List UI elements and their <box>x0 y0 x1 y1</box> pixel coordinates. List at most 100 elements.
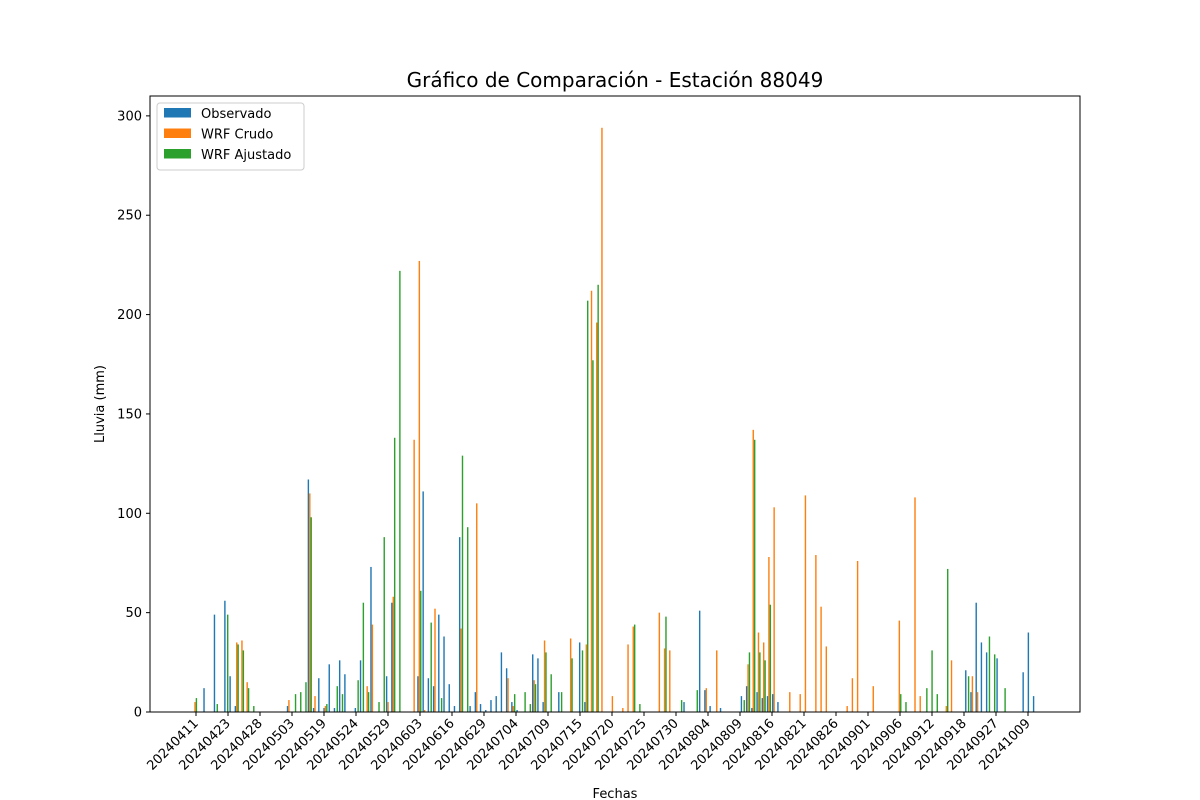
bar <box>931 650 933 712</box>
y-axis-label: Lluvia (mm) <box>93 365 108 443</box>
bar <box>453 706 456 712</box>
bar <box>596 322 598 712</box>
bar <box>558 692 560 712</box>
bar <box>947 568 949 712</box>
bar <box>756 692 758 712</box>
bar <box>323 708 325 712</box>
bar <box>1022 672 1024 712</box>
bar <box>761 698 763 712</box>
bar <box>669 650 671 712</box>
bar <box>799 694 801 712</box>
bar <box>469 706 471 712</box>
bar <box>371 624 374 712</box>
bar <box>195 698 198 712</box>
plot-frame <box>149 95 1081 713</box>
bar <box>846 706 848 712</box>
bar <box>581 650 584 712</box>
legend-label: Observado <box>201 107 272 122</box>
bar <box>227 614 229 712</box>
bar <box>988 636 991 712</box>
bar <box>584 702 586 712</box>
bar <box>241 640 243 712</box>
bar <box>305 682 307 712</box>
bar <box>460 628 462 712</box>
bar <box>507 678 509 712</box>
bar <box>474 692 477 712</box>
bar <box>753 439 756 712</box>
bar <box>430 622 432 712</box>
bar <box>900 694 902 712</box>
bar <box>545 652 547 712</box>
bar <box>996 658 998 712</box>
bar <box>789 692 791 712</box>
bar <box>633 624 636 712</box>
bar <box>336 686 338 712</box>
bar <box>745 686 748 712</box>
bar <box>622 708 624 712</box>
bar <box>229 676 231 712</box>
bar <box>294 694 297 712</box>
bar <box>965 670 967 712</box>
y-tick-label: 150 <box>117 407 142 422</box>
bar <box>328 664 330 712</box>
bar <box>905 702 907 712</box>
bar <box>926 688 928 712</box>
bar <box>759 652 761 712</box>
bar <box>378 702 380 712</box>
bar <box>945 706 948 712</box>
bar <box>513 694 516 712</box>
bar <box>967 676 970 712</box>
bar <box>393 437 396 712</box>
bar <box>338 660 341 712</box>
bar <box>246 682 248 712</box>
bar <box>203 688 205 712</box>
bar <box>333 708 336 712</box>
bar <box>766 696 769 712</box>
bar <box>420 590 422 712</box>
bar <box>709 706 711 712</box>
bar <box>1032 696 1035 712</box>
bar <box>1004 688 1006 712</box>
bar <box>658 612 661 712</box>
bar <box>440 698 443 712</box>
bar <box>534 684 537 712</box>
bar <box>213 614 216 712</box>
bar <box>971 676 974 712</box>
bar <box>773 507 775 712</box>
bar <box>344 674 346 712</box>
bar <box>696 690 698 712</box>
bar <box>950 660 953 712</box>
x-axis-label: Fechas <box>593 787 638 800</box>
bar <box>975 602 977 712</box>
bar <box>357 680 359 712</box>
legend-swatch <box>164 108 191 118</box>
bar <box>479 704 482 712</box>
bar <box>495 696 497 712</box>
bar <box>914 497 916 712</box>
legend-label: WRF Ajustado <box>201 148 291 163</box>
bar <box>1027 632 1030 712</box>
bar <box>592 360 594 712</box>
bar <box>432 686 435 712</box>
bar <box>704 690 706 712</box>
bar <box>399 270 401 712</box>
bar <box>748 652 751 712</box>
bar <box>550 674 552 712</box>
bar <box>359 660 362 712</box>
bar <box>288 700 290 712</box>
bar <box>757 632 760 712</box>
bar <box>237 644 239 712</box>
bar <box>569 638 572 712</box>
bar <box>362 602 365 712</box>
bar <box>872 686 874 712</box>
bar <box>597 284 599 712</box>
bar <box>533 680 535 712</box>
bar <box>529 704 532 712</box>
bar <box>423 710 426 712</box>
y-tick-label: 50 <box>125 606 142 621</box>
bar <box>422 491 424 712</box>
bar <box>542 702 544 712</box>
bar <box>448 684 450 712</box>
bar <box>314 696 316 712</box>
bar <box>300 692 302 712</box>
